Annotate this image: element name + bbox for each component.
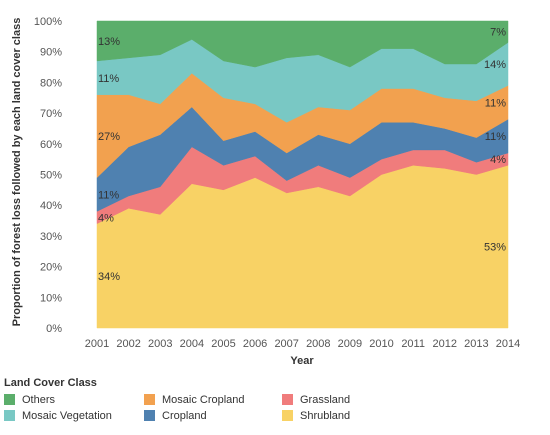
data-label-shrubland-2001: 34% [98,271,120,283]
data-label-shrubland-2014: 53% [484,242,506,254]
y-tick-label: 90% [40,47,62,59]
legend-label: Mosaic Vegetation [22,409,112,422]
legend-item-mosaic-vegetation[interactable]: Mosaic Vegetation [4,408,144,423]
legend-swatch [4,410,15,421]
x-tick-label: 2003 [148,338,172,350]
legend-item-others[interactable]: Others [4,392,144,407]
y-tick-label: 10% [40,292,62,304]
legend-label: Others [22,393,56,406]
legend-swatch [282,410,293,421]
data-label-mosaic-cropland-2001: 27% [98,131,120,143]
data-label-mosaic-cropland-2014: 11% [485,97,506,109]
x-tick-label: 2013 [464,338,488,350]
y-axis-ticks: 0% 10% 20% 30% 40% 50% 60% 70% 80% 90% 100% [34,16,62,335]
y-tick-label: 20% [40,262,62,274]
y-tick-label: 70% [40,108,62,120]
legend-label: Grassland [300,393,351,406]
data-label-mosaic-vegetation-2001: 11% [98,73,119,85]
legend-label: Mosaic Cropland [162,393,245,406]
data-labels: 34% 4% 11% 27% 11% 13% 53% 4% 11% 11% 14% 7% [98,27,506,283]
data-label-cropland-2001: 11% [98,189,119,201]
legend-label: Cropland [162,409,207,422]
y-tick-label: 0% [46,323,62,335]
data-label-grassland-2001: 4% [98,212,114,224]
x-tick-label: 2014 [496,338,520,350]
x-axis-ticks: 2001 2002 2003 2004 2005 2006 2007 2008 2009 2010… [85,338,520,350]
data-label-others-2001: 13% [98,36,120,48]
x-axis-title: Year [290,355,314,367]
stacked-area-chart: 0% 10% 20% 30% 40% 50% 60% 70% 80% 90% 100% 34% 4% 1… [11,16,520,367]
x-tick-label: 2009 [338,338,362,350]
legend-item-grassland[interactable]: Grassland [282,392,422,407]
x-tick-label: 2005 [211,338,235,350]
data-label-grassland-2014: 4% [490,154,506,166]
data-label-others-2014: 7% [490,27,506,39]
y-tick-label: 80% [40,77,62,89]
chart-areas [96,20,509,329]
legend-items: Others Mosaic Cropland Grassland Mosaic Veg… [4,392,544,423]
x-tick-label: 2011 [401,338,425,350]
y-tick-label: 60% [40,139,62,151]
legend-title: Land Cover Class [4,377,97,389]
x-tick-label: 2001 [85,338,109,350]
legend: Land Cover Class Others Mosaic Cropland Gr… [4,377,544,423]
x-tick-label: 2012 [433,338,457,350]
x-tick-label: 2008 [306,338,330,350]
x-tick-label: 2002 [116,338,140,350]
data-label-mosaic-vegetation-2014: 14% [484,59,506,71]
legend-swatch [144,410,155,421]
y-tick-label: 50% [40,170,62,182]
x-tick-label: 2007 [274,338,298,350]
legend-item-cropland[interactable]: Cropland [144,408,282,423]
legend-item-shrubland[interactable]: Shrubland [282,408,422,423]
y-tick-label: 30% [40,231,62,243]
x-tick-label: 2010 [369,338,393,350]
y-axis-title: Proportion of forest loss followed by ea… [11,18,23,327]
legend-item-mosaic-cropland[interactable]: Mosaic Cropland [144,392,282,407]
legend-label: Shrubland [300,409,351,422]
data-label-cropland-2014: 11% [485,131,506,143]
y-tick-label: 40% [40,200,62,212]
x-tick-label: 2004 [180,338,204,350]
legend-swatch [4,394,15,405]
legend-swatch [144,394,155,405]
y-tick-label: 100% [34,16,62,28]
area-others [96,20,509,68]
legend-swatch [282,394,293,405]
x-tick-label: 2006 [243,338,267,350]
